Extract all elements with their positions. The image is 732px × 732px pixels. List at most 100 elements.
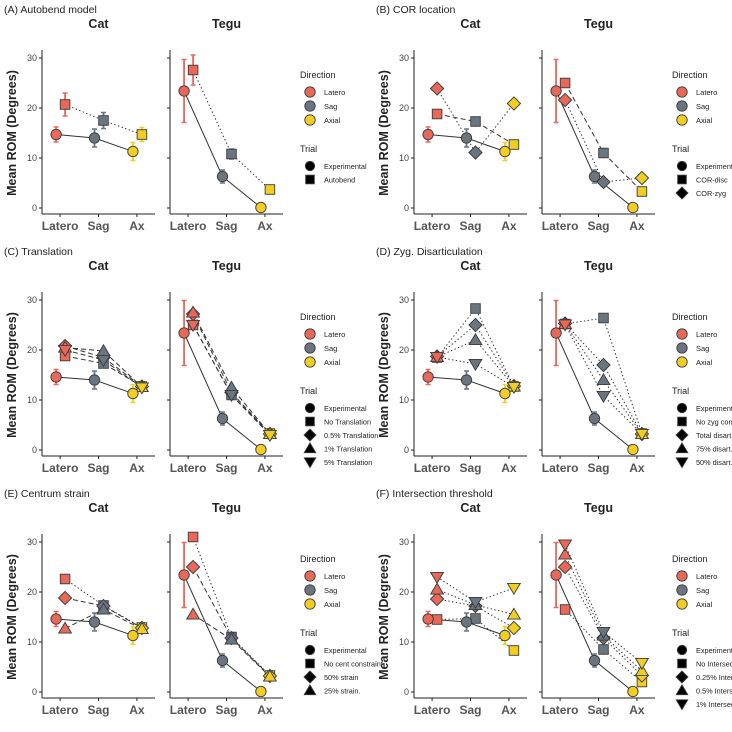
data-point — [596, 174, 611, 190]
data-point — [262, 669, 278, 682]
x-tick-label: Ax — [129, 461, 145, 475]
data-point — [636, 186, 648, 197]
legend-key — [303, 442, 317, 454]
data-point — [59, 573, 71, 585]
y-tick-label: 10 — [399, 637, 409, 647]
x-tick-label: Ax — [257, 703, 273, 717]
data-point — [468, 332, 483, 346]
data-point — [178, 85, 190, 97]
data-point — [499, 387, 511, 400]
panel-title: (C) Translation — [4, 246, 73, 258]
data-point — [429, 591, 445, 607]
species-title: Cat — [88, 17, 109, 31]
legend-label: 50% strain — [324, 673, 358, 682]
data-point — [468, 317, 483, 333]
data-point — [460, 616, 473, 628]
data-point — [598, 147, 609, 159]
panel-D: (D) Zyg. Disarticulation Mean ROM (Degree… — [376, 246, 732, 475]
legend-key — [676, 86, 688, 98]
legend-key — [675, 442, 689, 454]
data-point — [588, 170, 601, 183]
data-point — [57, 621, 73, 634]
legend-label: Axial — [696, 600, 713, 609]
legend-title: Direction — [300, 554, 336, 564]
panel-title: (A) Autobend model — [4, 4, 97, 16]
species-title: Cat — [88, 259, 109, 273]
data-point — [431, 614, 443, 625]
panel-title: (F) Intersection threshold — [376, 488, 493, 500]
legend-title: Direction — [300, 70, 336, 80]
y-tick-label: 20 — [399, 345, 409, 355]
data-point — [470, 303, 481, 314]
legend-key — [676, 584, 688, 596]
legend-label: Latero — [696, 330, 717, 339]
legend-label: 0.5% Translation — [324, 431, 378, 440]
series-line — [64, 355, 143, 387]
legend-key — [675, 428, 689, 442]
y-tick-label: 0 — [32, 687, 37, 697]
legend-key — [676, 356, 688, 368]
y-tick-label: 30 — [399, 53, 409, 63]
y-axis-label: Mean ROM (Degrees) — [5, 70, 19, 196]
x-tick-label: Sag — [87, 219, 109, 233]
legend-label: 75% disart. — [696, 445, 732, 454]
x-tick-label: Latero — [414, 461, 451, 475]
x-tick-label: Latero — [42, 703, 79, 717]
data-point — [598, 644, 609, 655]
data-point — [255, 443, 267, 456]
y-tick-label: 30 — [399, 295, 409, 305]
data-point — [460, 132, 473, 144]
subplot-cat: Cat 0 10 20 30 Latero Sag Ax — [27, 259, 155, 475]
y-axis-label: Mean ROM (Degrees) — [5, 312, 19, 438]
y-tick-label: 0 — [404, 445, 409, 455]
legend-key — [304, 584, 316, 596]
legend-label: No Translation — [324, 418, 371, 427]
legend-label: Experimental — [696, 162, 732, 171]
legend-title: Trial — [672, 386, 689, 396]
legend-key — [675, 699, 689, 711]
y-tick-label: 0 — [32, 203, 37, 213]
x-tick-label: Latero — [42, 461, 79, 475]
species-title: Tegu — [584, 17, 613, 31]
panel-B: (B) COR location Mean ROM (Degrees) Cat 0 10… — [376, 4, 732, 233]
data-point — [431, 108, 443, 120]
subplot-tegu: Tegu Latero Sag Ax — [539, 17, 655, 233]
data-point — [557, 539, 573, 552]
x-tick-label: Sag — [459, 703, 481, 717]
legend-label: Latero — [324, 330, 345, 339]
legend-label: No Intersection — [696, 660, 732, 669]
data-point — [96, 354, 111, 368]
legend-key — [675, 186, 689, 200]
data-point — [429, 571, 445, 585]
data-point — [634, 657, 650, 671]
legend-title: Trial — [300, 386, 317, 396]
legend-key — [303, 457, 317, 469]
x-tick-label: Latero — [170, 703, 207, 717]
legend-key — [677, 658, 687, 669]
subplot-tegu: Tegu Latero Sag Ax — [167, 259, 283, 475]
species-title: Tegu — [584, 501, 613, 515]
legend-key — [304, 160, 316, 172]
panel-E: (E) Centrum strain Mean ROM (Degrees) Cat 0… — [4, 488, 383, 717]
legend-label: Sag — [324, 102, 337, 111]
data-point — [50, 371, 62, 383]
experimental-line — [183, 90, 262, 208]
x-tick-label: Ax — [629, 461, 645, 475]
data-point — [216, 170, 229, 183]
x-tick-label: Ax — [129, 219, 145, 233]
y-tick-label: 30 — [27, 537, 37, 547]
legend-title: Direction — [672, 312, 708, 322]
series-line — [192, 614, 271, 677]
panel-A: (A) Autobend model Mean ROM (Degrees) Cat 0… — [4, 4, 367, 233]
data-point — [59, 99, 71, 110]
data-point — [422, 128, 434, 141]
legend-label: Sag — [696, 102, 709, 111]
x-tick-label: Sag — [87, 703, 109, 717]
data-point — [506, 96, 522, 111]
species-title: Tegu — [212, 501, 241, 515]
data-point — [557, 559, 573, 575]
data-point — [264, 184, 276, 195]
data-point — [596, 390, 611, 404]
y-tick-label: 20 — [27, 103, 37, 113]
subplot-cat: Cat 0 10 20 30 Latero Sag Ax — [399, 17, 527, 233]
